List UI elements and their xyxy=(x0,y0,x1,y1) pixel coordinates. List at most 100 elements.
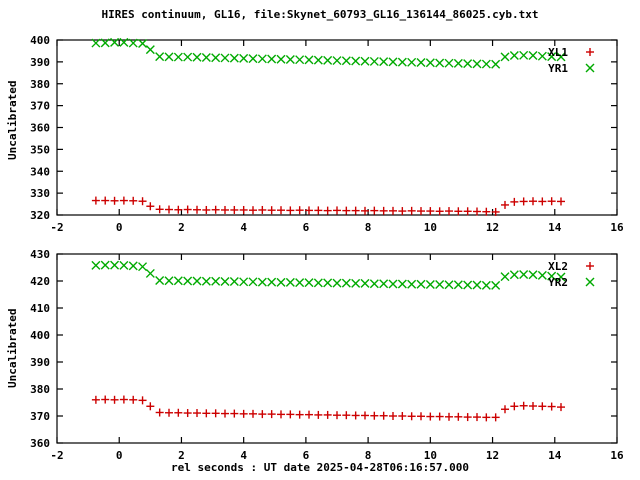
data-point xyxy=(211,205,220,214)
data-point xyxy=(257,54,267,64)
data-point xyxy=(379,411,388,420)
data-point xyxy=(155,275,165,285)
data-point xyxy=(276,54,286,64)
data-point xyxy=(138,39,148,48)
ytick-label: 380 xyxy=(30,78,50,91)
data-point xyxy=(110,260,120,270)
data-point xyxy=(110,395,119,404)
ytick-label: 330 xyxy=(30,187,50,200)
data-point xyxy=(286,206,295,215)
ytick-label: 410 xyxy=(30,302,50,315)
data-point xyxy=(211,409,220,418)
data-point xyxy=(305,410,313,419)
data-point xyxy=(481,280,491,290)
data-point xyxy=(119,395,128,404)
data-point xyxy=(351,278,361,288)
series-YR2 xyxy=(91,260,566,290)
data-point xyxy=(453,280,463,290)
data-point xyxy=(379,206,388,215)
data-point xyxy=(342,206,351,215)
data-point xyxy=(276,277,286,287)
legend-label-YR1: YR1 xyxy=(548,62,568,75)
data-point xyxy=(229,53,239,63)
data-point xyxy=(277,410,285,419)
data-point xyxy=(286,410,295,419)
data-point xyxy=(267,206,276,215)
data-point xyxy=(304,55,314,65)
data-point xyxy=(342,411,351,420)
data-point xyxy=(472,280,482,290)
data-point xyxy=(230,205,239,214)
ytick-label: 380 xyxy=(30,383,50,396)
data-point xyxy=(416,279,426,289)
data-point xyxy=(119,37,129,47)
data-point xyxy=(556,272,566,282)
data-point xyxy=(361,411,369,420)
plot-frame xyxy=(56,253,618,444)
data-point xyxy=(202,205,211,214)
data-point xyxy=(100,38,110,48)
data-point xyxy=(435,412,444,421)
data-point xyxy=(482,207,491,216)
data-point xyxy=(463,280,473,290)
data-point xyxy=(351,56,361,66)
data-point xyxy=(119,260,129,270)
ytick-label: 350 xyxy=(30,143,50,156)
data-point xyxy=(510,197,519,206)
data-point xyxy=(211,276,221,286)
data-point xyxy=(557,403,565,412)
data-point xyxy=(323,206,332,215)
data-point xyxy=(165,408,173,417)
data-point xyxy=(313,278,323,288)
data-point xyxy=(129,395,138,404)
data-point xyxy=(257,277,267,287)
data-point xyxy=(509,270,519,280)
xaxis-label: rel seconds : UT date 2025-04-28T06:16:5… xyxy=(170,461,469,474)
data-point xyxy=(407,57,417,67)
legend-marker-YR1 xyxy=(585,63,595,73)
data-point xyxy=(91,260,101,270)
data-point xyxy=(472,59,482,69)
data-point xyxy=(491,413,500,422)
data-point xyxy=(370,206,379,215)
data-point xyxy=(101,395,110,404)
data-point xyxy=(519,401,528,410)
legend-label-YR2: YR2 xyxy=(548,276,568,289)
data-point xyxy=(463,207,472,216)
data-point xyxy=(426,207,435,216)
xtick-label: 8 xyxy=(365,449,372,462)
data-point xyxy=(119,196,128,205)
data-point xyxy=(332,56,342,66)
data-point xyxy=(138,197,147,206)
ytick-label: 370 xyxy=(30,100,50,113)
data-point xyxy=(445,412,453,421)
data-point xyxy=(528,270,538,280)
data-point xyxy=(323,410,332,419)
panel-top: 320 330 340 350 360 370 380 390 400 -2 0 2 4 6 8 10 12 14… xyxy=(30,34,624,234)
data-point xyxy=(417,412,425,421)
data-point xyxy=(295,410,304,419)
data-point xyxy=(333,411,341,420)
data-point xyxy=(164,276,174,286)
data-point xyxy=(155,408,164,417)
data-point xyxy=(398,207,407,216)
data-point xyxy=(138,396,147,405)
data-point xyxy=(407,206,416,215)
data-point xyxy=(230,409,239,418)
data-point xyxy=(425,58,435,68)
legend-label-XL2: XL2 xyxy=(548,260,568,273)
data-point xyxy=(547,197,556,206)
data-point xyxy=(444,58,454,68)
data-point xyxy=(146,402,155,411)
data-point xyxy=(519,50,529,60)
xtick-label: 4 xyxy=(240,221,247,234)
xtick-label: 12 xyxy=(486,221,499,234)
data-point xyxy=(193,409,201,418)
legend-marker-YR2 xyxy=(585,277,595,287)
data-point xyxy=(295,55,305,65)
xtick-label: 8 xyxy=(365,221,372,234)
data-point xyxy=(351,206,360,215)
data-point xyxy=(183,52,193,62)
data-point xyxy=(145,268,155,278)
